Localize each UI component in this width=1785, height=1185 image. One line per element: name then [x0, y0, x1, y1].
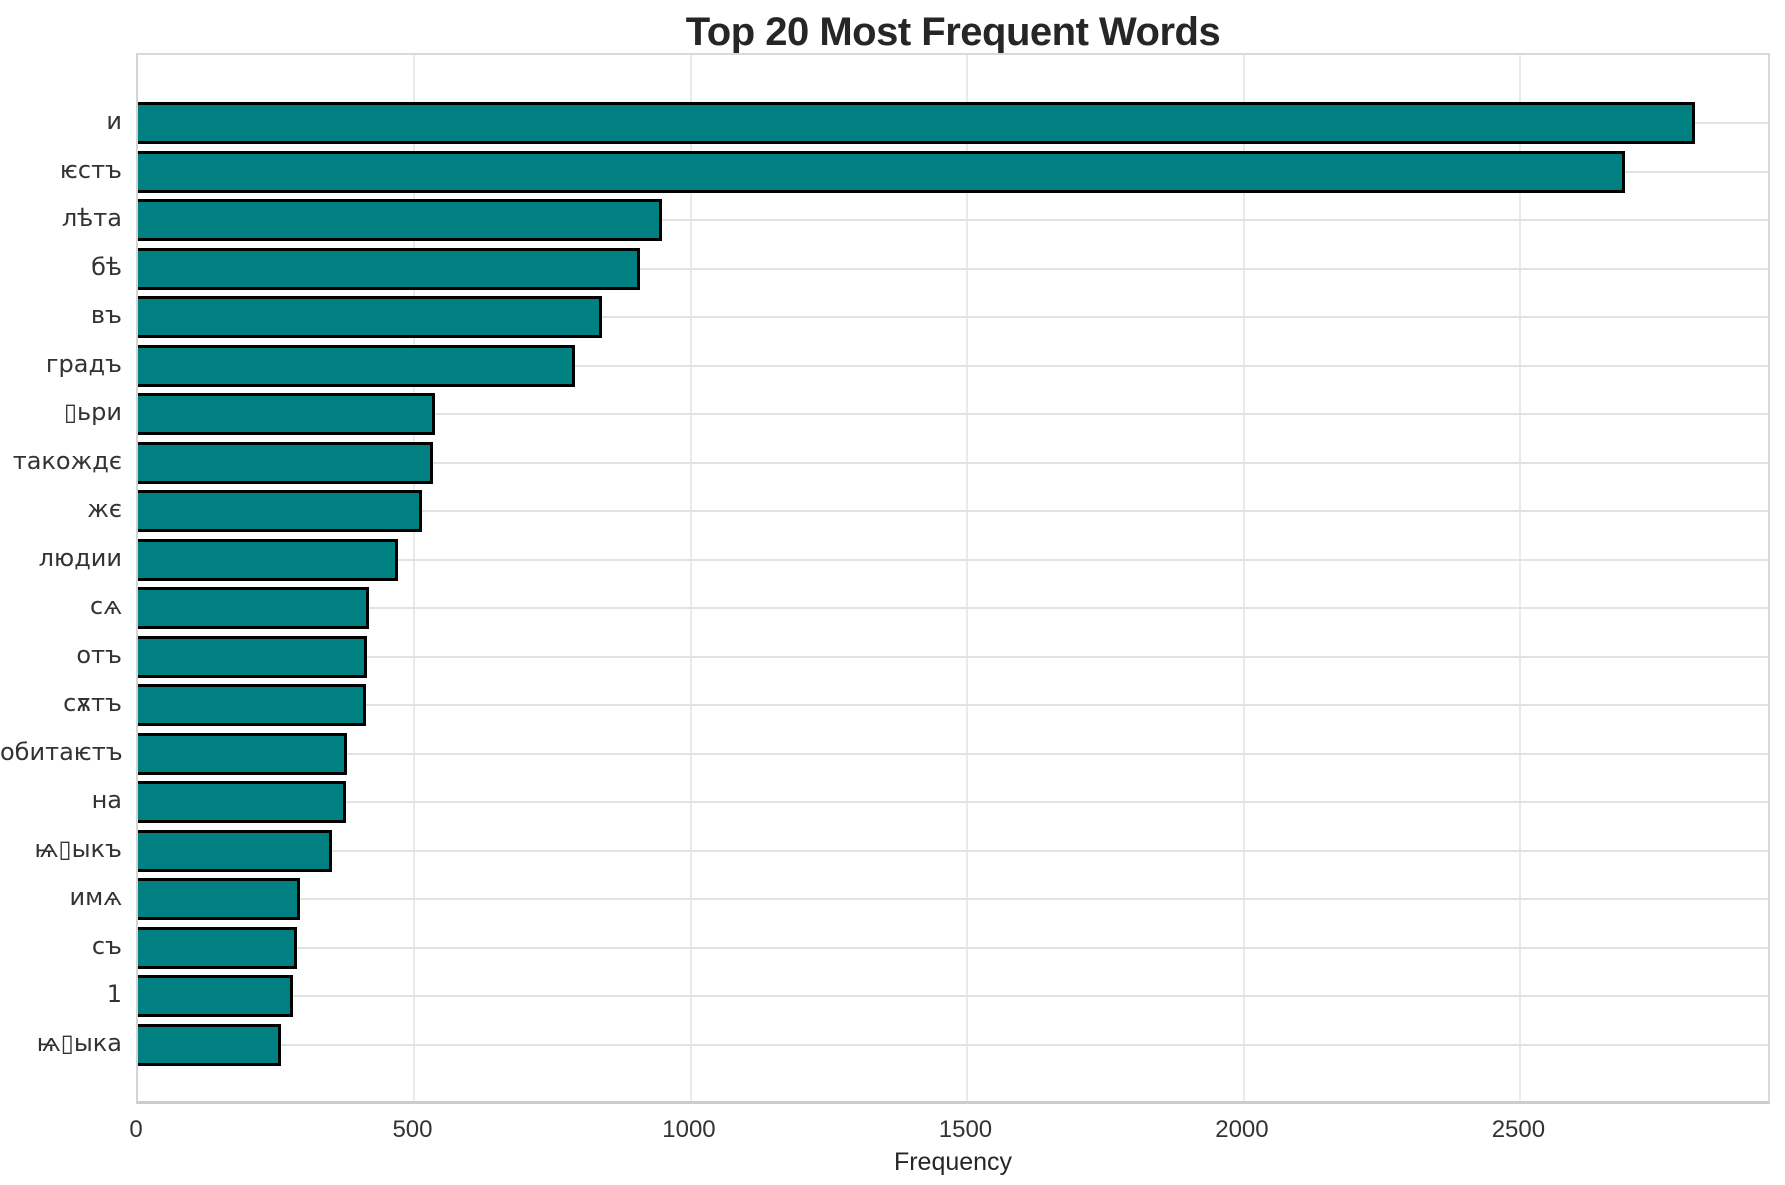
horizontal-gridline: [138, 607, 1768, 609]
y-tick-label: градъ: [45, 349, 122, 378]
bar-7: [138, 393, 435, 435]
y-tick-label: ѥстъ: [59, 155, 122, 184]
y-tick-label: съ: [91, 931, 122, 960]
bar-20: [138, 1023, 282, 1066]
horizontal-gridline: [138, 558, 1768, 561]
bar-4: [138, 247, 641, 290]
bar-6: [138, 344, 575, 387]
bar-12: [138, 635, 368, 678]
x-tick-label: 1000: [662, 1116, 716, 1143]
y-tick-label: на: [91, 786, 122, 814]
bar-19: [138, 975, 294, 1017]
horizontal-gridline: [138, 219, 1768, 221]
y-tick-label: ▯ьри: [63, 398, 122, 426]
y-tick-label: 1: [106, 980, 122, 1008]
horizontal-gridline: [138, 316, 1768, 318]
y-tick-label: сѧ: [90, 592, 122, 620]
bar-8: [138, 441, 433, 484]
y-tick-label: ѩ▯ыка: [36, 1028, 122, 1057]
y-tick-label: бѣ: [91, 252, 122, 281]
horizontal-gridline: [138, 752, 1768, 755]
vertical-gridline: [413, 55, 416, 1101]
y-tick-label: сѫтъ: [63, 689, 122, 717]
bar-11: [138, 587, 370, 629]
vertical-gridline: [1242, 55, 1245, 1101]
x-tick-label: 2500: [1491, 1116, 1546, 1143]
y-tick-label: и: [106, 107, 122, 135]
x-tick-label: 0: [129, 1116, 143, 1143]
x-axis-title: Frequency: [893, 1148, 1013, 1176]
bar-5: [138, 296, 603, 338]
horizontal-gridline: [138, 995, 1768, 997]
bar-17: [138, 878, 301, 920]
y-tick-label: людии: [38, 543, 122, 572]
vertical-gridline: [1519, 55, 1522, 1101]
horizontal-gridline: [138, 1043, 1768, 1046]
y-tick-label: отъ: [76, 640, 122, 669]
bar-18: [138, 926, 298, 969]
bar-13: [138, 684, 366, 726]
horizontal-gridline: [138, 704, 1768, 706]
bar-3: [138, 199, 663, 241]
bar-14: [138, 732, 348, 775]
bar-10: [138, 538, 399, 581]
y-tick-label: обитаѥтъ: [0, 737, 123, 766]
horizontal-gridline: [138, 413, 1768, 415]
horizontal-gridline: [138, 655, 1768, 658]
bar-16: [138, 829, 332, 872]
y-tick-label: лѣта: [61, 204, 122, 232]
horizontal-gridline: [138, 898, 1768, 900]
horizontal-gridline: [138, 461, 1768, 464]
bar-9: [138, 490, 422, 532]
x-tick-label: 2000: [1215, 1116, 1269, 1143]
horizontal-gridline: [138, 801, 1768, 803]
horizontal-gridline: [138, 364, 1768, 367]
horizontal-gridline: [138, 849, 1768, 852]
y-tick-label: имѧ: [69, 883, 123, 911]
y-tick-label: жє: [87, 495, 122, 523]
horizontal-gridline: [138, 267, 1768, 270]
x-tick-label: 1500: [938, 1116, 993, 1143]
y-tick-label: въ: [90, 301, 122, 329]
vertical-gridline: [689, 55, 692, 1101]
bar-1: [138, 102, 1695, 144]
plot-area: [136, 53, 1770, 1104]
y-tick-label: ѩ▯ыкъ: [34, 834, 122, 863]
y-tick-label: такождє: [12, 446, 122, 475]
horizontal-gridline: [138, 510, 1768, 512]
chart-title: Top 20 Most Frequent Words: [685, 10, 1221, 54]
bar-2: [138, 150, 1626, 193]
bar-15: [138, 781, 347, 823]
horizontal-gridline: [138, 946, 1768, 949]
vertical-gridline: [966, 55, 969, 1101]
x-tick-label: 500: [392, 1116, 433, 1143]
